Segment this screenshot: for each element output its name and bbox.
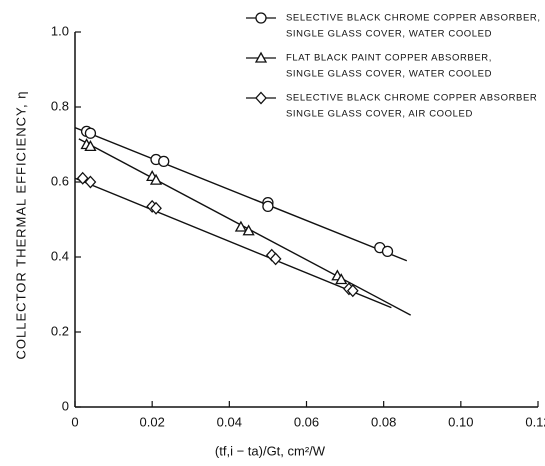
fit-line — [74, 126, 408, 262]
x-tick-label: 0.10 — [448, 414, 473, 429]
point — [150, 201, 162, 215]
y-axis-label: COLLECTOR THERMAL EFFICIENCY, η — [13, 91, 28, 360]
x-tick-label: 0.08 — [371, 414, 396, 429]
point — [242, 224, 255, 236]
legend-label: SINGLE GLASS COVER, AIR COOLED — [286, 109, 473, 120]
point — [76, 171, 89, 185]
x-tick-label: 0 — [71, 414, 78, 429]
point — [84, 127, 97, 139]
x-tick-label: 0.02 — [140, 414, 165, 429]
fit-line — [78, 138, 412, 316]
fit-line — [74, 177, 392, 309]
x-tick-label: 0.06 — [294, 414, 319, 429]
point — [84, 175, 97, 189]
point — [262, 200, 274, 213]
y-tick-label: 0 — [62, 398, 69, 413]
legend-label: SINGLE GLASS COVER, WATER COOLED — [286, 69, 492, 80]
point — [381, 245, 394, 258]
y-tick-label: 0.6 — [51, 173, 69, 188]
x-tick-label: 0.04 — [217, 414, 242, 429]
point — [346, 284, 359, 298]
legend-label: FLAT BLACK PAINT COPPER ABSORBER, — [286, 53, 492, 64]
y-tick-label: 0.2 — [51, 323, 69, 338]
y-tick-label: 0.4 — [51, 248, 69, 263]
legend-label: SINGLE GLASS COVER, WATER COOLED — [286, 29, 492, 40]
point — [149, 173, 163, 185]
point — [234, 220, 248, 232]
legend-label: SELECTIVE BLACK CHROME COPPER ABSORBER, — [286, 13, 541, 24]
y-tick-label: 0.8 — [51, 98, 69, 113]
x-tick-label: 0.12 — [525, 414, 545, 429]
legend-label: SELECTIVE BLACK CHROME COPPER ABSORBER — [286, 93, 537, 104]
point — [158, 155, 170, 168]
legend-marker — [255, 91, 267, 105]
point — [269, 252, 282, 266]
x-axis-label: (tf,i − ta)/Gt, cm²/W — [215, 443, 326, 458]
legend-marker — [255, 12, 267, 24]
point — [84, 140, 97, 152]
point — [335, 273, 348, 285]
legend-marker — [254, 51, 268, 63]
y-tick-label: 1.0 — [51, 23, 69, 38]
